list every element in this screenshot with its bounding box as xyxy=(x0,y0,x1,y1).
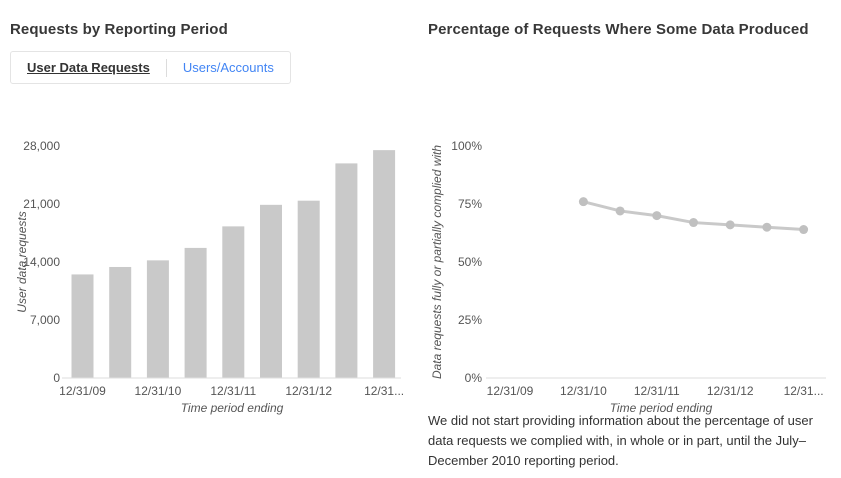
y-tick-label: 28,000 xyxy=(23,139,60,153)
y-tick-label: 100% xyxy=(451,139,482,153)
y-tick-label: 7,000 xyxy=(30,313,60,327)
data-point[interactable] xyxy=(762,222,772,232)
tab-divider xyxy=(165,58,167,77)
y-tick-label: 75% xyxy=(458,197,482,211)
y-tick-label: 0 xyxy=(53,371,60,385)
x-tick-label: 12/31/12 xyxy=(707,384,754,398)
y-tick-label: 25% xyxy=(458,313,482,327)
tab-user-data-requests[interactable]: User Data Requests xyxy=(27,60,150,75)
bar[interactable] xyxy=(335,163,358,378)
data-point[interactable] xyxy=(799,225,809,235)
x-tick-label: 12/31/11 xyxy=(634,384,680,398)
right-panel-title: Percentage of Requests Where Some Data P… xyxy=(428,21,809,38)
left-panel-title: Requests by Reporting Period xyxy=(10,21,228,38)
x-tick-label: 12/31/12 xyxy=(285,384,332,398)
x-tick-label: 12/31/11 xyxy=(210,384,256,398)
bar[interactable] xyxy=(184,247,207,378)
compliance-rate-line-chart: 0% 25% 50% 75% 100% Data requests fully or pa… xyxy=(430,139,826,415)
bar[interactable] xyxy=(109,266,132,378)
bar[interactable] xyxy=(373,150,396,378)
bar[interactable] xyxy=(71,274,94,378)
user-data-requests-bar-chart: 0 7,000 14,000 21,000 28,000 User data reques… xyxy=(15,139,404,415)
footnote: We did not start providing information a… xyxy=(428,413,813,469)
y-tick-label: 21,000 xyxy=(23,197,60,211)
y-tick-label: 14,000 xyxy=(23,255,60,269)
x-tick-label: 12/31/10 xyxy=(135,384,182,398)
x-tick-label: 12/31/10 xyxy=(560,384,607,398)
data-point[interactable] xyxy=(615,206,625,216)
bar[interactable] xyxy=(146,260,169,378)
x-axis-title: Time period ending xyxy=(181,401,284,415)
chart-tabbar: User Data Requests Users/Accounts xyxy=(10,51,291,84)
bar[interactable] xyxy=(260,204,282,378)
y-tick-label: 50% xyxy=(458,255,482,269)
data-point[interactable] xyxy=(652,211,662,221)
bar[interactable] xyxy=(222,226,245,378)
data-point[interactable] xyxy=(725,220,735,230)
y-tick-label: 0% xyxy=(465,371,483,385)
y-axis-title: User data requests xyxy=(15,211,29,312)
x-tick-label: 12/31... xyxy=(364,384,404,398)
data-point[interactable] xyxy=(578,197,588,207)
y-axis-title: Data requests fully or partially complie… xyxy=(430,145,444,379)
data-point[interactable] xyxy=(689,218,698,228)
bar[interactable] xyxy=(297,200,320,378)
x-tick-label: 12/31/09 xyxy=(487,384,534,398)
tab-users-accounts[interactable]: Users/Accounts xyxy=(182,60,274,75)
x-axis-title: Time period ending xyxy=(610,401,713,415)
x-tick-label: 12/31/09 xyxy=(59,384,106,398)
x-tick-label: 12/31... xyxy=(784,384,824,398)
